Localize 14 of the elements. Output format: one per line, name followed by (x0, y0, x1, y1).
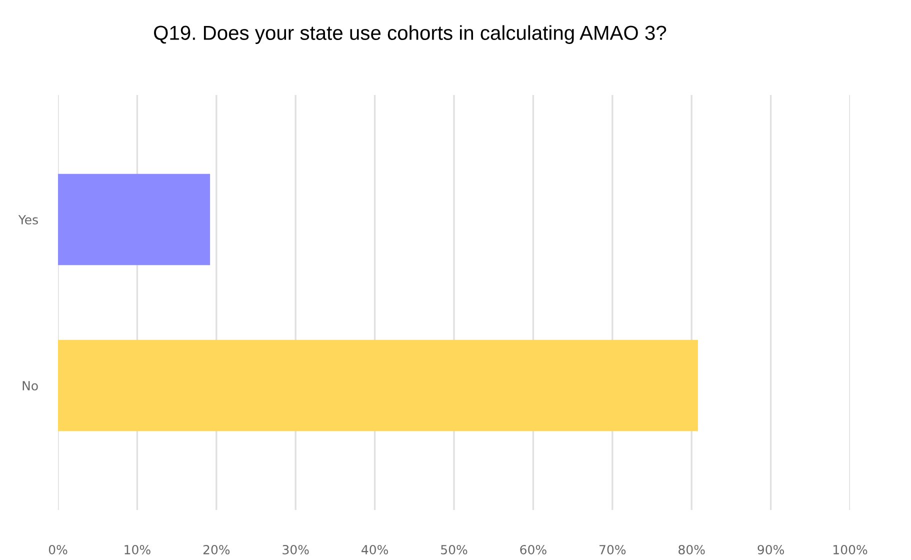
x-tick-label: 80% (678, 544, 705, 554)
x-tick-label: 60% (520, 544, 546, 554)
x-tick-label: 30% (282, 544, 309, 554)
x-tick-label: 40% (362, 544, 388, 554)
x-tick-label: 70% (600, 544, 626, 554)
x-tick-label: 50% (441, 544, 468, 554)
x-tick-label: 100% (834, 544, 868, 554)
x-tick-label: 90% (758, 544, 784, 554)
x-tick-label: 0% (48, 544, 68, 554)
x-tick-label: 10% (124, 544, 150, 554)
chart-title: Q19. Does your state use cohorts in calculating AMAO 3? (154, 25, 666, 44)
y-tick-label: No (22, 381, 38, 390)
y-tick-label: Yes (18, 215, 38, 224)
x-tick-label: 20% (203, 544, 230, 554)
